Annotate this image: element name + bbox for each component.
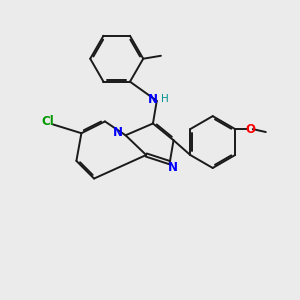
Text: H: H bbox=[161, 94, 169, 104]
Text: N: N bbox=[168, 161, 178, 174]
Text: Cl: Cl bbox=[41, 115, 54, 128]
Text: N: N bbox=[148, 93, 158, 106]
Text: N: N bbox=[113, 126, 123, 140]
Text: O: O bbox=[245, 123, 255, 136]
